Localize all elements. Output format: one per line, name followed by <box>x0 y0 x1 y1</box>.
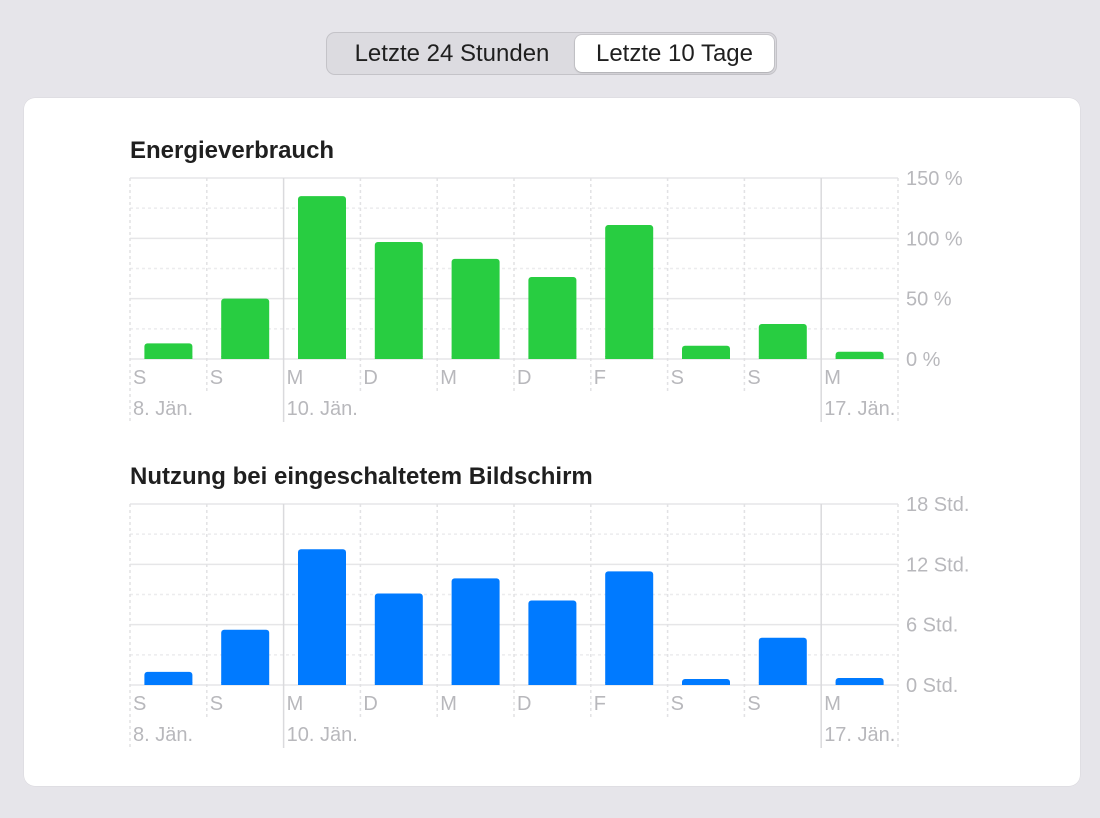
segment-last-24-hours[interactable]: Letzte 24 Stunden <box>354 39 550 67</box>
chart-1-ytick-label: 0 % <box>906 349 941 371</box>
chart-2-day-label: M <box>824 693 841 715</box>
chart-2-bar <box>758 637 807 685</box>
chart-1-bar <box>682 345 730 359</box>
chart-2-bar <box>144 671 193 685</box>
chart-1-bar <box>221 298 270 359</box>
chart-2-bar <box>605 571 654 685</box>
chart-2-day-label: F <box>594 693 606 715</box>
chart-1-date-label: 17. Jän. <box>824 398 895 420</box>
chart-1-date-label: 8. Jän. <box>133 398 193 420</box>
chart-2-bar-base <box>451 682 500 685</box>
chart-2-date-label: 8. Jän. <box>133 724 193 746</box>
chart-2-bar-base <box>298 682 346 685</box>
chart-1-bar-base <box>374 356 423 359</box>
chart-1-day-label: F <box>594 367 606 389</box>
chart-2-title: Nutzung bei eingeschaltetem Bildschirm <box>130 463 593 490</box>
chart-2-date-label: 10. Jän. <box>287 724 358 746</box>
chart-2-bar-base <box>144 682 193 685</box>
chart-1-date-label: 10. Jän. <box>287 398 358 420</box>
chart-1-bar <box>144 343 193 359</box>
chart-2-day-label: M <box>287 693 304 715</box>
chart-2-day-label: S <box>747 693 760 715</box>
chart-2-bar-base <box>758 682 807 685</box>
chart-2-ytick-label: 0 Std. <box>906 675 958 697</box>
chart-2-ytick-label: 18 Std. <box>906 494 969 516</box>
chart-2-bar-base <box>682 682 730 685</box>
chart-1-title: Energieverbrauch <box>130 137 334 164</box>
chart-2-day-label: D <box>363 693 377 715</box>
segment-last-10-days[interactable]: Letzte 10 Tage <box>575 35 774 72</box>
chart-1-bar <box>528 276 577 359</box>
chart-1-day-label: S <box>671 367 684 389</box>
chart-1-ytick-label: 50 % <box>906 289 952 311</box>
chart-1-bar-base <box>605 356 654 359</box>
chart-1-bar-base <box>451 356 500 359</box>
chart-2-bar-base <box>374 682 423 685</box>
chart-1-bar-base <box>758 356 807 359</box>
chart-1-bar <box>298 196 346 359</box>
chart-2-bar-base <box>221 682 270 685</box>
chart-1-bar-base <box>144 356 193 359</box>
chart-1-bar <box>451 258 500 359</box>
chart-2-bar <box>451 578 500 685</box>
chart-2-bar <box>298 549 346 685</box>
chart-2-bar-base <box>528 682 577 685</box>
chart-2-bar-base <box>835 682 884 685</box>
chart-1-bar <box>374 241 423 359</box>
chart-2-bar-base <box>605 682 654 685</box>
chart-1-day-label: S <box>133 367 146 389</box>
chart-2-day-label: S <box>210 693 223 715</box>
chart-1-bar-base <box>298 356 346 359</box>
chart-2-ytick-label: 12 Std. <box>906 554 969 576</box>
chart-2-bar <box>374 593 423 685</box>
chart-1-day-label: S <box>747 367 760 389</box>
chart-1-day-label: M <box>824 367 841 389</box>
chart-1-bar-base <box>528 356 577 359</box>
chart-2-day-label: S <box>133 693 146 715</box>
chart-2-day-label: S <box>671 693 684 715</box>
chart-2-date-label: 17. Jän. <box>824 724 895 746</box>
chart-1-bar-base <box>221 356 270 359</box>
chart-1-ytick-label: 150 % <box>906 168 963 190</box>
chart-1-day-label: S <box>210 367 223 389</box>
chart-1-bar <box>758 324 807 359</box>
chart-1-day-label: D <box>517 367 531 389</box>
chart-1-ytick-label: 100 % <box>906 228 963 250</box>
chart-1-day-label: M <box>440 367 457 389</box>
chart-2-bar <box>528 600 577 685</box>
chart-1-bar-base <box>682 356 730 359</box>
time-range-segmented-control: Letzte 24 Stunden Letzte 10 Tage <box>326 32 777 75</box>
chart-2-day-label: D <box>517 693 531 715</box>
chart-1-day-label: D <box>363 367 377 389</box>
chart-2-ytick-label: 6 Std. <box>906 615 958 637</box>
chart-1-day-label: M <box>287 367 304 389</box>
chart-2-day-label: M <box>440 693 457 715</box>
chart-1-bar-base <box>835 356 884 359</box>
chart-1-bar <box>605 225 654 359</box>
chart-2-bar <box>221 629 270 685</box>
